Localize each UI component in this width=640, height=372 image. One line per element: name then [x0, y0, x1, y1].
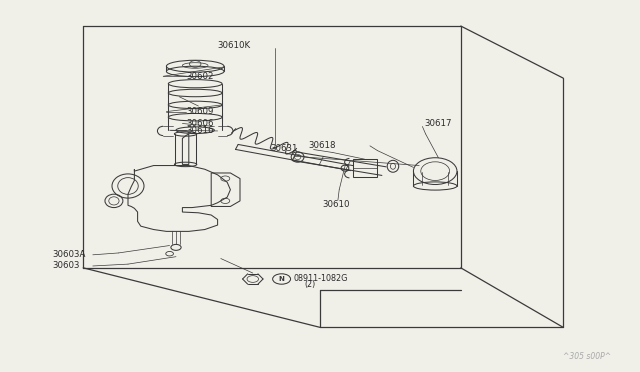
Text: 30609: 30609 [187, 107, 214, 116]
Text: 30610K: 30610K [218, 41, 251, 50]
Text: ^305 s00P^: ^305 s00P^ [563, 352, 611, 361]
Text: 30602: 30602 [187, 72, 214, 81]
Text: 30603: 30603 [52, 262, 80, 270]
Text: 30606: 30606 [187, 119, 214, 128]
Text: N: N [278, 276, 285, 282]
Text: 30603A: 30603A [52, 250, 86, 259]
Text: 30618: 30618 [308, 141, 336, 150]
Text: 30617: 30617 [424, 119, 452, 128]
Text: 30610: 30610 [322, 200, 349, 209]
Text: 30631: 30631 [270, 144, 298, 153]
Text: 30616: 30616 [187, 126, 214, 135]
Text: 08911-1082G: 08911-1082G [293, 274, 348, 283]
Bar [353, 159, 377, 177]
Text: (2): (2) [304, 280, 316, 289]
